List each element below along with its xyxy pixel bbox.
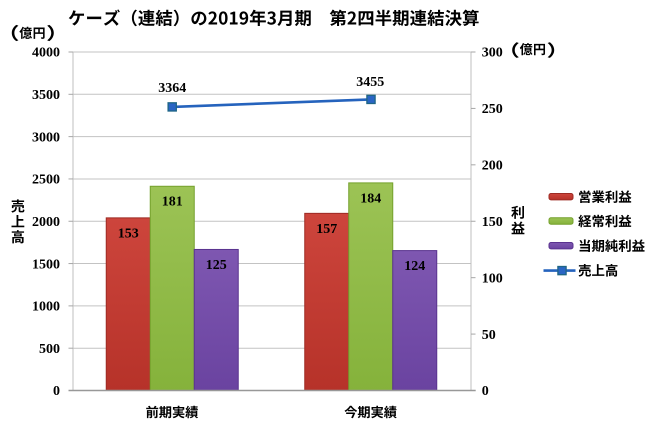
svg-text:3364: 3364 <box>158 81 186 96</box>
svg-text:181: 181 <box>162 195 183 210</box>
svg-text:4000: 4000 <box>32 46 60 61</box>
svg-text:100: 100 <box>482 271 503 286</box>
svg-text:3000: 3000 <box>32 130 60 145</box>
svg-text:2500: 2500 <box>32 173 60 188</box>
svg-text:3455: 3455 <box>356 75 384 90</box>
svg-text:250: 250 <box>482 102 503 117</box>
svg-text:0: 0 <box>482 384 489 399</box>
svg-text:125: 125 <box>206 258 227 273</box>
svg-text:153: 153 <box>118 226 139 241</box>
svg-text:1500: 1500 <box>32 257 60 272</box>
svg-text:2000: 2000 <box>32 215 60 230</box>
svg-text:157: 157 <box>316 222 337 237</box>
svg-text:3500: 3500 <box>32 88 60 103</box>
svg-text:0: 0 <box>53 384 60 399</box>
svg-text:124: 124 <box>404 259 425 274</box>
svg-text:184: 184 <box>360 191 381 206</box>
svg-text:200: 200 <box>482 159 503 174</box>
svg-text:300: 300 <box>482 46 503 61</box>
svg-text:150: 150 <box>482 215 503 230</box>
svg-text:1000: 1000 <box>32 300 60 315</box>
svg-text:500: 500 <box>39 342 60 357</box>
svg-text:50: 50 <box>482 328 496 343</box>
